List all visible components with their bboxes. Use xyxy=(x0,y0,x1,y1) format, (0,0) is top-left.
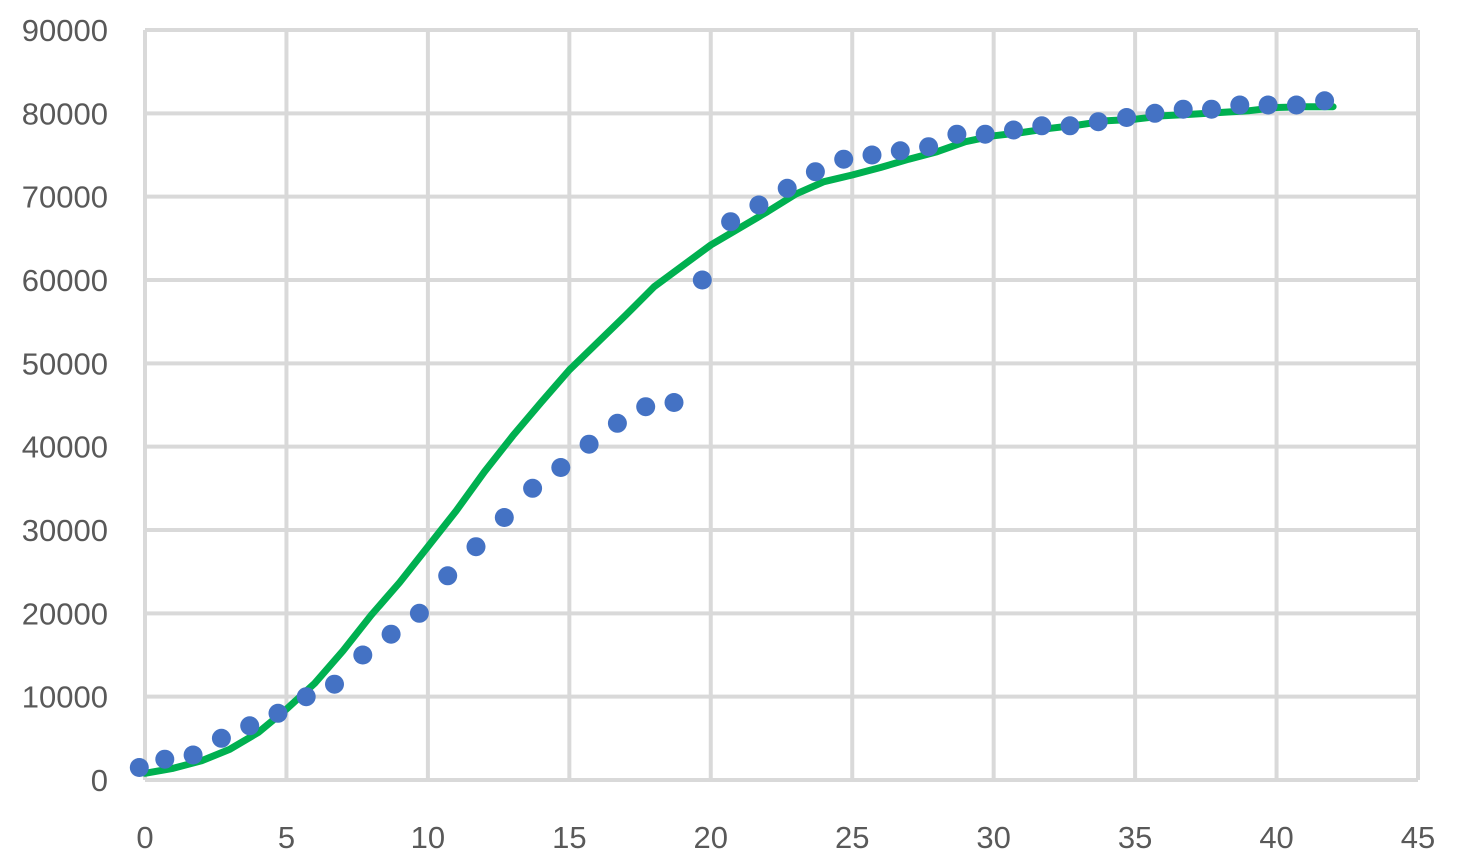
axes xyxy=(143,30,1418,782)
scatter-point xyxy=(890,141,910,161)
scatter-point xyxy=(1202,99,1221,119)
scatter-point xyxy=(1060,116,1080,136)
x-tick-label: 10 xyxy=(411,820,445,855)
y-tick-label: 70000 xyxy=(22,180,108,215)
x-tick-label: 30 xyxy=(976,820,1010,855)
x-tick-label: 15 xyxy=(552,820,586,855)
scatter-point xyxy=(805,162,825,182)
scatter-point xyxy=(947,124,967,144)
scatter-point xyxy=(664,393,684,412)
scatter-point xyxy=(211,728,231,748)
scatter-point xyxy=(1117,108,1137,127)
scatter-point xyxy=(466,537,486,557)
scatter-point xyxy=(636,397,656,417)
scatter-point xyxy=(1032,116,1052,136)
scatter-series xyxy=(129,91,1335,777)
scatter-point xyxy=(325,674,344,694)
x-tick-label: 5 xyxy=(278,820,295,855)
scatter-point xyxy=(551,458,571,477)
scatter-point xyxy=(296,687,316,707)
scatter-point xyxy=(240,716,260,736)
scatter-point xyxy=(183,745,203,765)
scatter-point xyxy=(438,566,458,586)
scatter-point xyxy=(975,124,995,144)
scatter-point xyxy=(692,270,712,290)
y-tick-label: 40000 xyxy=(22,430,108,465)
scatter-point xyxy=(1315,91,1335,111)
scatter-point xyxy=(1088,112,1108,132)
scatter-point xyxy=(1145,103,1165,123)
y-tick-label: 20000 xyxy=(22,596,108,631)
scatter-point xyxy=(749,195,769,215)
scatter-point xyxy=(1286,95,1306,115)
fitted-line-series xyxy=(141,103,1337,777)
scatter-point xyxy=(834,149,854,169)
scatter-point xyxy=(579,434,599,454)
y-tick-label: 0 xyxy=(91,763,108,798)
tick-labels: 0 5 10 15 20 25 30 35 40 45 0 10000 20000 30000 40000 5… xyxy=(22,13,1435,855)
scatter-point xyxy=(523,478,543,498)
y-tick-label: 60000 xyxy=(22,263,108,298)
fitted-line xyxy=(141,103,1337,777)
y-tick-label: 30000 xyxy=(22,513,108,548)
scatter-point xyxy=(353,645,373,665)
scatter-point xyxy=(1173,99,1193,119)
scatter-point xyxy=(129,758,149,777)
y-tick-label: 90000 xyxy=(22,13,108,48)
scatter-point xyxy=(1230,95,1250,115)
scatter-point xyxy=(862,145,882,165)
scatter-point xyxy=(777,178,797,198)
y-tick-label: 10000 xyxy=(22,680,108,715)
y-tick-label: 80000 xyxy=(22,96,108,131)
scatter-point xyxy=(607,413,627,433)
scatter-point xyxy=(381,624,401,644)
scatter-point xyxy=(1258,95,1278,115)
x-tick-label: 35 xyxy=(1118,820,1152,855)
gridlines xyxy=(145,28,1420,780)
scatter-point xyxy=(155,749,175,769)
x-tick-label: 40 xyxy=(1259,820,1293,855)
x-tick-label: 25 xyxy=(835,820,869,855)
x-tick-label: 45 xyxy=(1401,820,1435,855)
y-tick-label: 50000 xyxy=(22,346,108,381)
scatter-point xyxy=(409,603,429,623)
scatter-point xyxy=(721,212,741,232)
scatter-point xyxy=(1004,120,1023,140)
x-tick-label: 20 xyxy=(694,820,728,855)
scatter-point xyxy=(494,508,514,527)
x-tick-label: 0 xyxy=(136,820,153,855)
scatter-point xyxy=(268,703,288,723)
scatter-point xyxy=(919,137,939,157)
